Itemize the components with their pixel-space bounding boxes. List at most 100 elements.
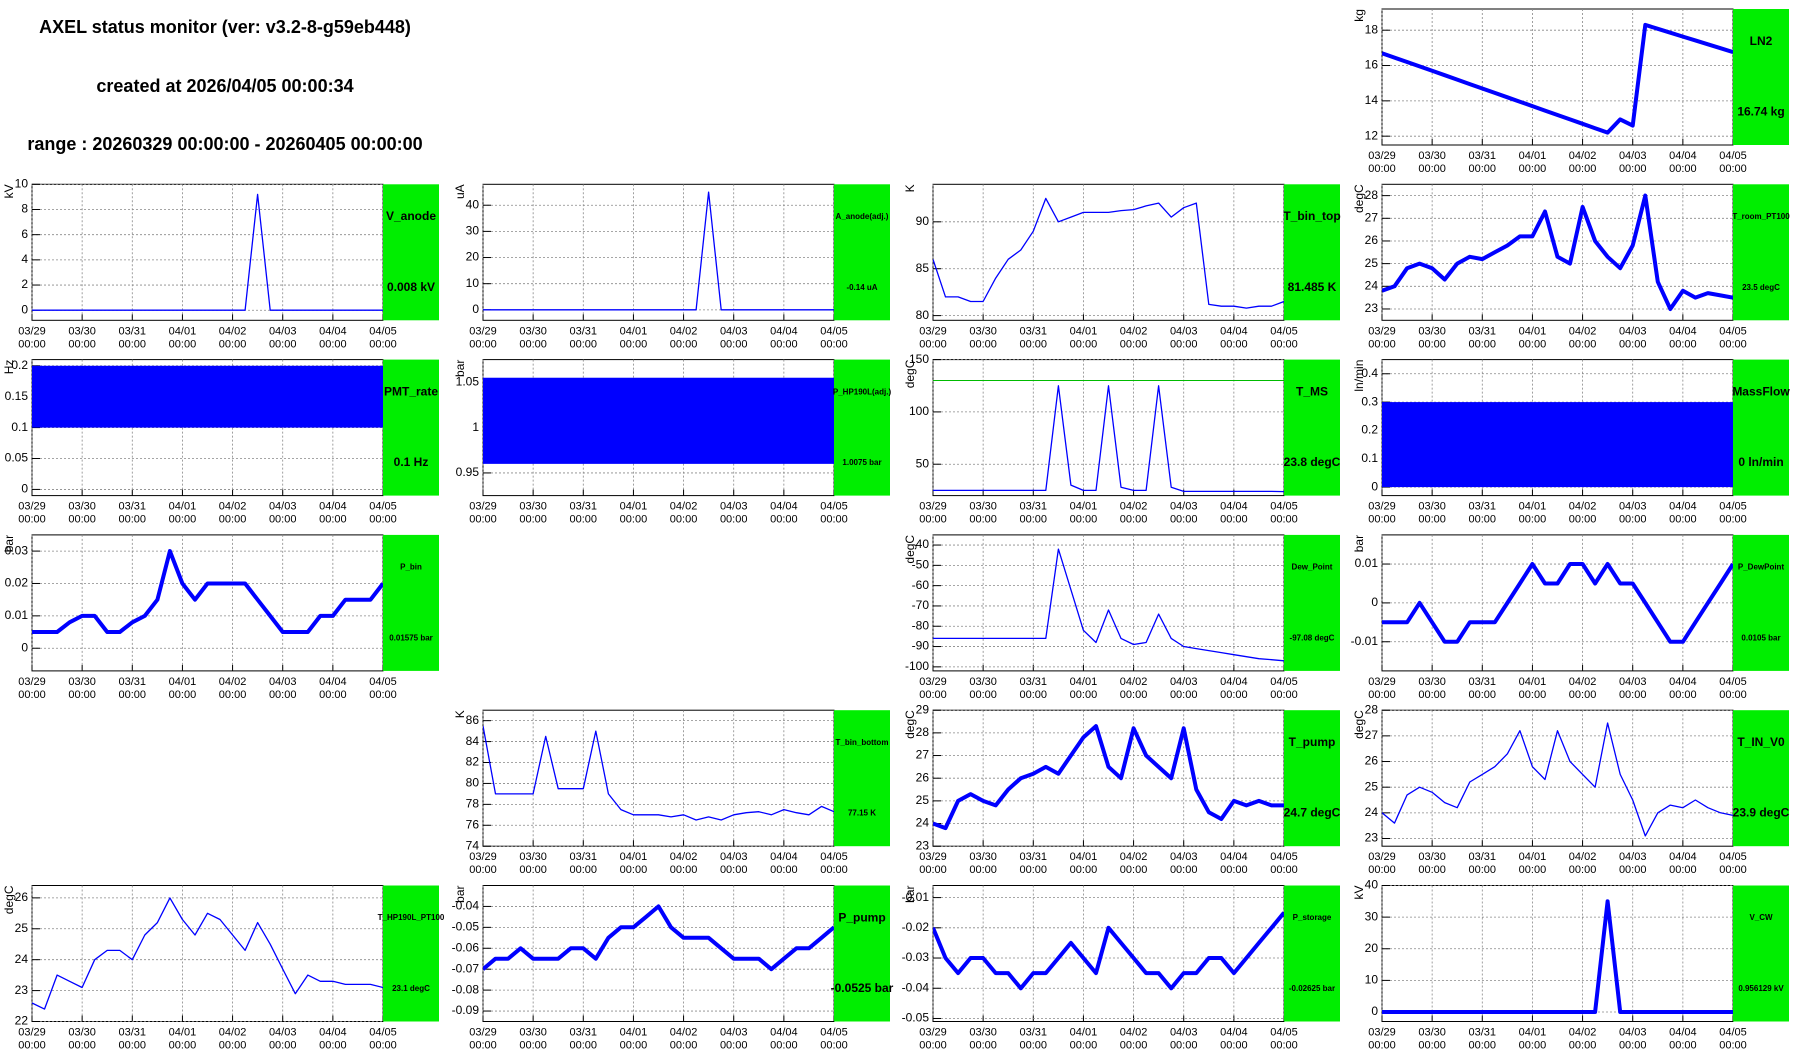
plot-layer [483, 377, 834, 464]
y-tick-label: 29 [916, 702, 930, 716]
x-tick-label: 03/29 00:00 [1368, 325, 1396, 350]
x-tick-label: 04/04 00:00 [319, 1026, 347, 1051]
x-tick-label: 04/02 00:00 [670, 851, 698, 876]
x-tick-label: 04/01 00:00 [1519, 150, 1547, 175]
status-box [383, 359, 439, 496]
x-tick-label: 04/05 00:00 [820, 501, 848, 526]
y-tick-label: 50 [916, 456, 930, 470]
x-tick-label: 03/30 00:00 [969, 325, 997, 350]
x-tick-label: 04/04 00:00 [1669, 150, 1697, 175]
x-tick-label: 03/30 00:00 [519, 1026, 547, 1051]
noise-band [32, 365, 383, 428]
y-tick-label: 23 [15, 983, 29, 997]
y-tick-label: 1.05 [456, 374, 480, 388]
y-tick-label: 10 [1365, 973, 1379, 987]
y-tick-label: 0.2 [11, 358, 28, 372]
plot-layer [1382, 899, 1733, 1014]
x-tick-label: 03/30 00:00 [68, 325, 96, 350]
x-tick-label: 04/04 00:00 [319, 676, 347, 701]
x-tick-label: 04/01 00:00 [1519, 676, 1547, 701]
x-tick-label: 04/05 00:00 [820, 851, 848, 876]
x-tick-label: 04/02 00:00 [1569, 501, 1597, 526]
panel: 03/29 00:00 03/30 00:00 03/31 00:00 04/01 00:00… [2, 358, 439, 526]
y-tick-label: 8 [21, 202, 28, 216]
x-tick-label: 04/04 00:00 [1669, 501, 1697, 526]
y-tick-label: 0.01 [1355, 556, 1379, 570]
x-tick-label: 03/29 00:00 [469, 1026, 497, 1051]
x-tick-label: 04/03 00:00 [1619, 150, 1647, 175]
status-name: P_DewPoint [1738, 563, 1785, 572]
x-tick-label: 04/03 00:00 [269, 325, 297, 350]
x-tick-label: 03/29 00:00 [469, 851, 497, 876]
y-tick-label: -0.09 [452, 1003, 480, 1017]
x-tick-label: 04/03 00:00 [1170, 1026, 1198, 1051]
y-tick-label: 78 [466, 797, 480, 811]
status-box [1733, 184, 1789, 321]
x-tick-label: 03/31 00:00 [1469, 501, 1497, 526]
y-axis-label: kV [1352, 886, 1366, 900]
x-tick-label: 04/03 00:00 [1619, 851, 1647, 876]
x-tick-label: 04/04 00:00 [1220, 1026, 1248, 1051]
x-tick-label: 04/04 00:00 [319, 501, 347, 526]
status-name: P_storage [1293, 913, 1332, 922]
series-line [483, 191, 834, 311]
x-tick-label: 03/31 00:00 [119, 1026, 147, 1051]
x-tick-label: 04/02 00:00 [1569, 150, 1597, 175]
x-tick-label: 03/31 00:00 [1020, 1026, 1048, 1051]
y-tick-label: 4 [21, 252, 28, 266]
panel: 03/29 00:00 03/30 00:00 03/31 00:00 04/01 00:00… [1352, 359, 1790, 526]
panel: 03/29 00:00 03/30 00:00 03/31 00:00 04/01 00:00… [903, 702, 1341, 876]
y-axis-label: bar [2, 535, 16, 552]
x-tick-label: 03/30 00:00 [1418, 150, 1446, 175]
plot-layer [933, 724, 1284, 831]
y-tick-label: 0 [1371, 595, 1378, 609]
status-box [1284, 534, 1340, 671]
x-tick-label: 03/29 00:00 [919, 676, 947, 701]
x-tick-label: 04/02 00:00 [1569, 1026, 1597, 1051]
x-tick-label: 03/30 00:00 [68, 676, 96, 701]
y-tick-label: 76 [466, 817, 480, 831]
x-tick-label: 04/03 00:00 [1170, 501, 1198, 526]
x-tick-label: 03/29 00:00 [919, 501, 947, 526]
status-box [1284, 885, 1340, 1022]
series-line [483, 725, 834, 821]
plot-layer [1382, 193, 1733, 311]
status-value: 0.0105 bar [1741, 633, 1780, 642]
x-tick-label: 04/02 00:00 [219, 1026, 247, 1051]
y-tick-label: 26 [916, 770, 930, 784]
x-tick-label: 04/01 00:00 [1519, 325, 1547, 350]
series-line [933, 385, 1284, 493]
y-tick-label: 25 [916, 793, 930, 807]
x-tick-label: 03/31 00:00 [1469, 851, 1497, 876]
status-box [1733, 534, 1789, 671]
x-tick-label: 04/05 00:00 [1719, 150, 1747, 175]
plot-layer [933, 380, 1284, 493]
plot-frame [31, 885, 384, 1022]
y-tick-label: 0 [472, 302, 479, 316]
y-tick-label: 82 [466, 755, 480, 769]
series-line [483, 904, 834, 972]
x-tick-label: 03/31 00:00 [570, 851, 598, 876]
series-line [933, 197, 1284, 309]
y-tick-label: 30 [466, 224, 480, 238]
status-value: 77.15 K [848, 809, 876, 818]
y-tick-label: 23 [1365, 301, 1379, 315]
y-tick-label: 0.1 [1361, 451, 1378, 465]
status-value: 0.1 Hz [394, 455, 429, 469]
y-tick-label: 26 [15, 890, 29, 904]
x-tick-label: 04/03 00:00 [720, 1026, 748, 1051]
status-value: 0 ln/min [1738, 455, 1783, 469]
panel: 03/29 00:00 03/30 00:00 03/31 00:00 04/01 00:00… [453, 709, 890, 876]
x-tick-label: 03/30 00:00 [519, 325, 547, 350]
x-tick-label: 04/04 00:00 [1220, 851, 1248, 876]
panel: 03/29 00:00 03/30 00:00 03/31 00:00 04/01 00:00… [453, 359, 891, 526]
series-line [1382, 22, 1733, 135]
x-tick-label: 03/31 00:00 [119, 501, 147, 526]
y-axis-label: degC [1352, 710, 1366, 739]
y-tick-label: 0 [1371, 1004, 1378, 1018]
panel: 03/29 00:00 03/30 00:00 03/31 00:00 04/01 00:00… [1352, 878, 1789, 1051]
x-tick-label: 04/02 00:00 [1120, 501, 1148, 526]
y-tick-label: -50 [912, 558, 930, 572]
status-name: Dew_Point [1292, 563, 1333, 572]
